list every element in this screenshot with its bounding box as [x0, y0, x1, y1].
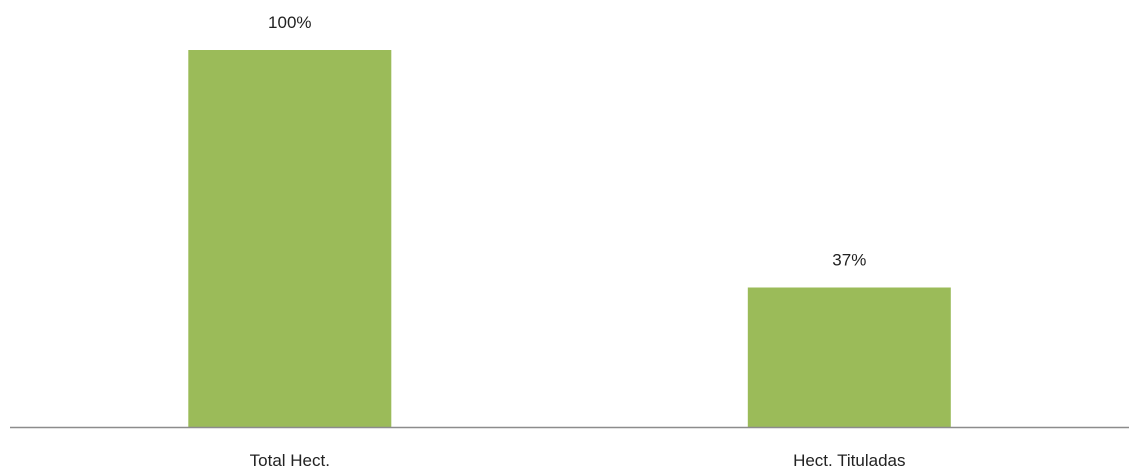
bars-layer: [188, 50, 951, 427]
bar-1: [188, 50, 392, 427]
x-tick-label-1: Total Hect.: [250, 451, 330, 470]
data-label-1: 100%: [268, 13, 311, 32]
x-tick-label-2: Hect. Tituladas: [793, 451, 905, 470]
x-tick-labels-layer: Total Hect. Hect. Tituladas: [250, 451, 906, 470]
data-labels-layer: 100% 37%: [268, 13, 866, 270]
data-label-2: 37%: [832, 251, 866, 270]
bar-2: [747, 287, 951, 427]
